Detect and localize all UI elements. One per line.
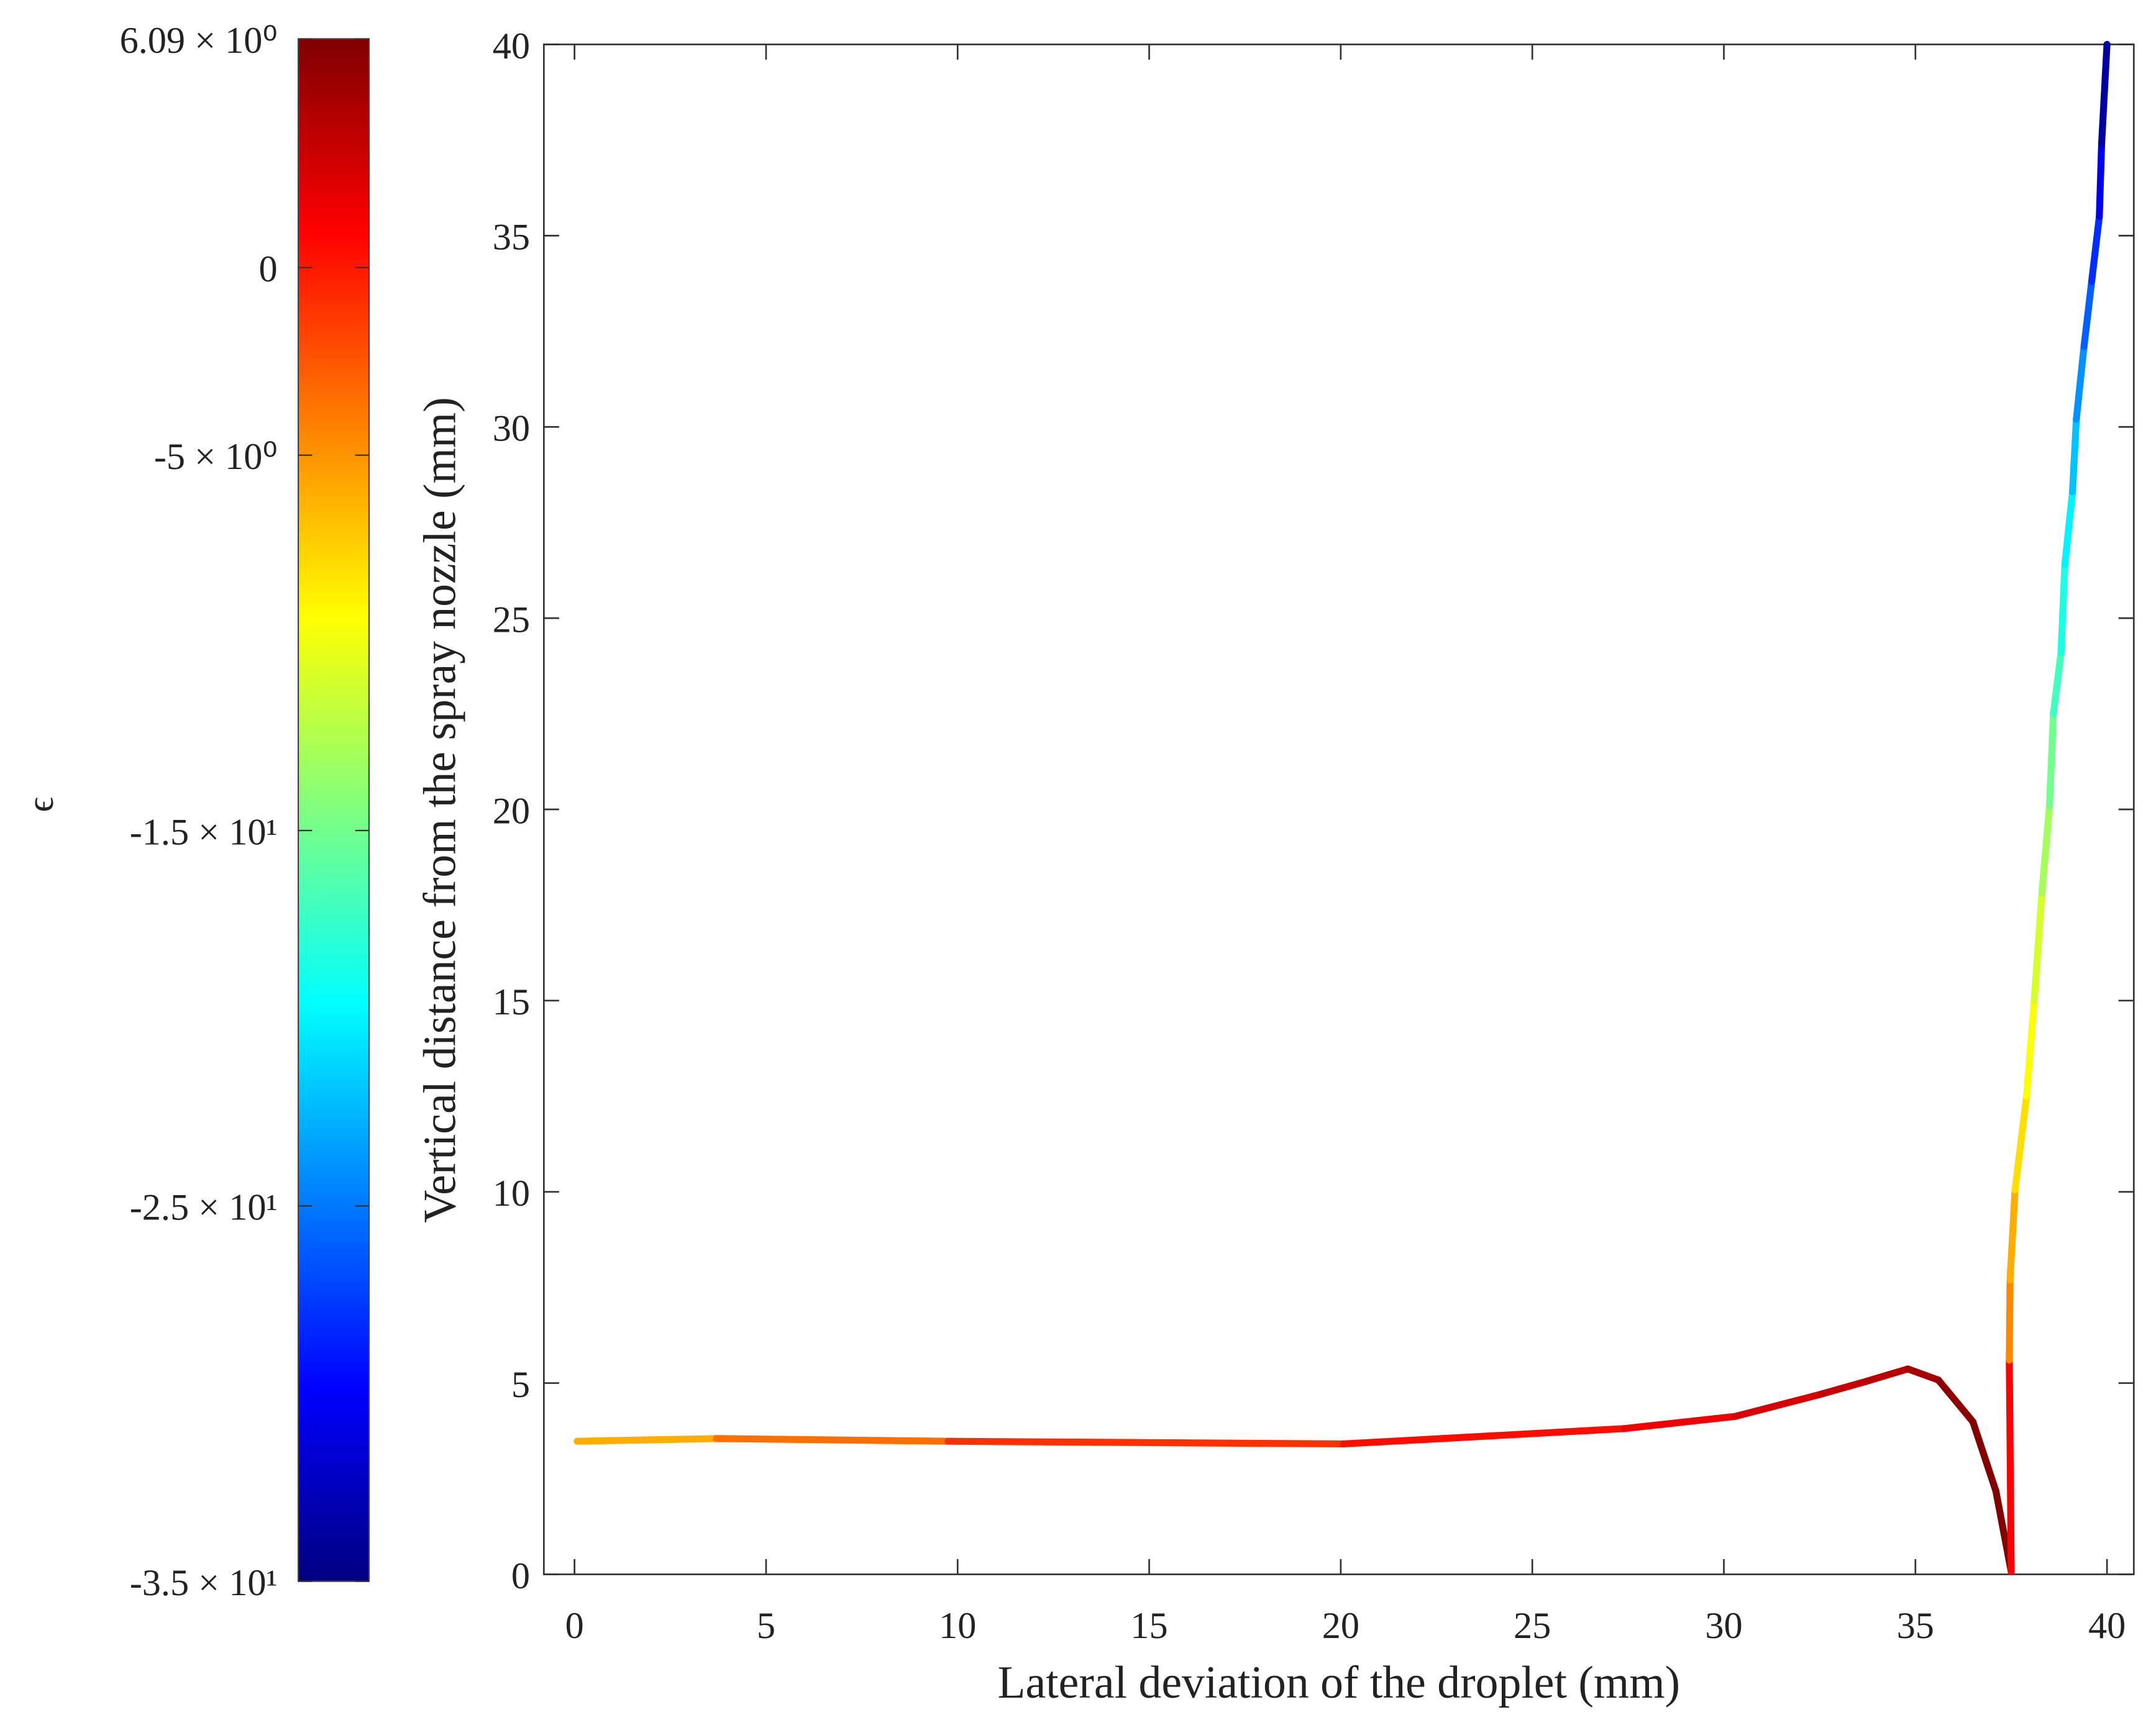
x-tick-label: 25 (1514, 1605, 1551, 1647)
y-tick-label: 15 (493, 981, 530, 1023)
line-segment (1620, 1413, 1739, 1432)
line-segment (1732, 1391, 1824, 1420)
line-segment (2006, 1276, 2014, 1364)
line-segment (2061, 488, 2076, 568)
y-tick-label: 30 (493, 408, 530, 450)
y-tick-label: 10 (493, 1173, 530, 1214)
y-tick-label: 5 (511, 1364, 530, 1406)
y-axis-label: Vertical distance from the spray nozzle … (414, 397, 465, 1223)
colorbar-tick-label: -3.5 × 10¹ (130, 1562, 278, 1604)
line-segment (2038, 802, 2053, 898)
line-segment (2096, 140, 2106, 221)
plot-area (542, 43, 2135, 1575)
y-tick-label: 25 (493, 599, 530, 640)
line-segment (1935, 1377, 1976, 1426)
line-segment (2057, 561, 2068, 657)
line-segment (2030, 890, 2045, 1004)
x-tick-label: 10 (939, 1605, 976, 1647)
line-segment (2006, 1357, 2015, 1575)
x-tick-label: 15 (1130, 1605, 1167, 1647)
line-segment (2023, 997, 2038, 1100)
x-tick-label: 0 (565, 1605, 584, 1647)
colorbar-label: ϵ (20, 797, 62, 812)
line-segment (1816, 1378, 1870, 1398)
line-segment (1904, 1365, 1942, 1384)
line-segment (2098, 40, 2111, 148)
colorbar-tick-label: -5 × 10⁰ (154, 436, 278, 478)
line-segment (573, 1435, 720, 1445)
colorbar-tick-label: -1.5 × 10¹ (130, 811, 278, 853)
line-segment (2073, 343, 2088, 423)
x-tick-label: 20 (1322, 1605, 1359, 1647)
x-tick-label: 35 (1897, 1605, 1934, 1647)
line-segment (944, 1437, 1347, 1448)
x-tick-label: 40 (2088, 1605, 2126, 1647)
line-segment (2046, 710, 2057, 809)
line-segment (713, 1435, 952, 1445)
line-segment (2011, 1093, 2030, 1194)
y-tick-label: 40 (493, 25, 530, 67)
line-segment (2088, 213, 2103, 285)
y-tick-label: 35 (493, 217, 530, 258)
y-tick-label: 0 (511, 1555, 530, 1597)
line-segment (2050, 649, 2065, 717)
line-segment (1969, 1418, 1999, 1495)
colorbar-tick-label: -2.5 × 10¹ (130, 1187, 278, 1229)
line-segment (1340, 1425, 1628, 1448)
line-segment (2080, 278, 2096, 350)
colorbar (297, 38, 370, 1582)
line-segment (2006, 1186, 2019, 1283)
line-segment (2069, 416, 2080, 496)
colorbar-tick-label: 0 (258, 248, 277, 290)
x-axis-label: Lateral deviation of the droplet (mm) (998, 1657, 1681, 1708)
colorbar-tick-label: 6.09 × 10⁰ (120, 20, 278, 61)
line-segment (1862, 1365, 1912, 1385)
x-tick-label: 5 (757, 1605, 775, 1647)
x-tick-label: 30 (1705, 1605, 1742, 1647)
y-tick-label: 20 (493, 790, 530, 832)
